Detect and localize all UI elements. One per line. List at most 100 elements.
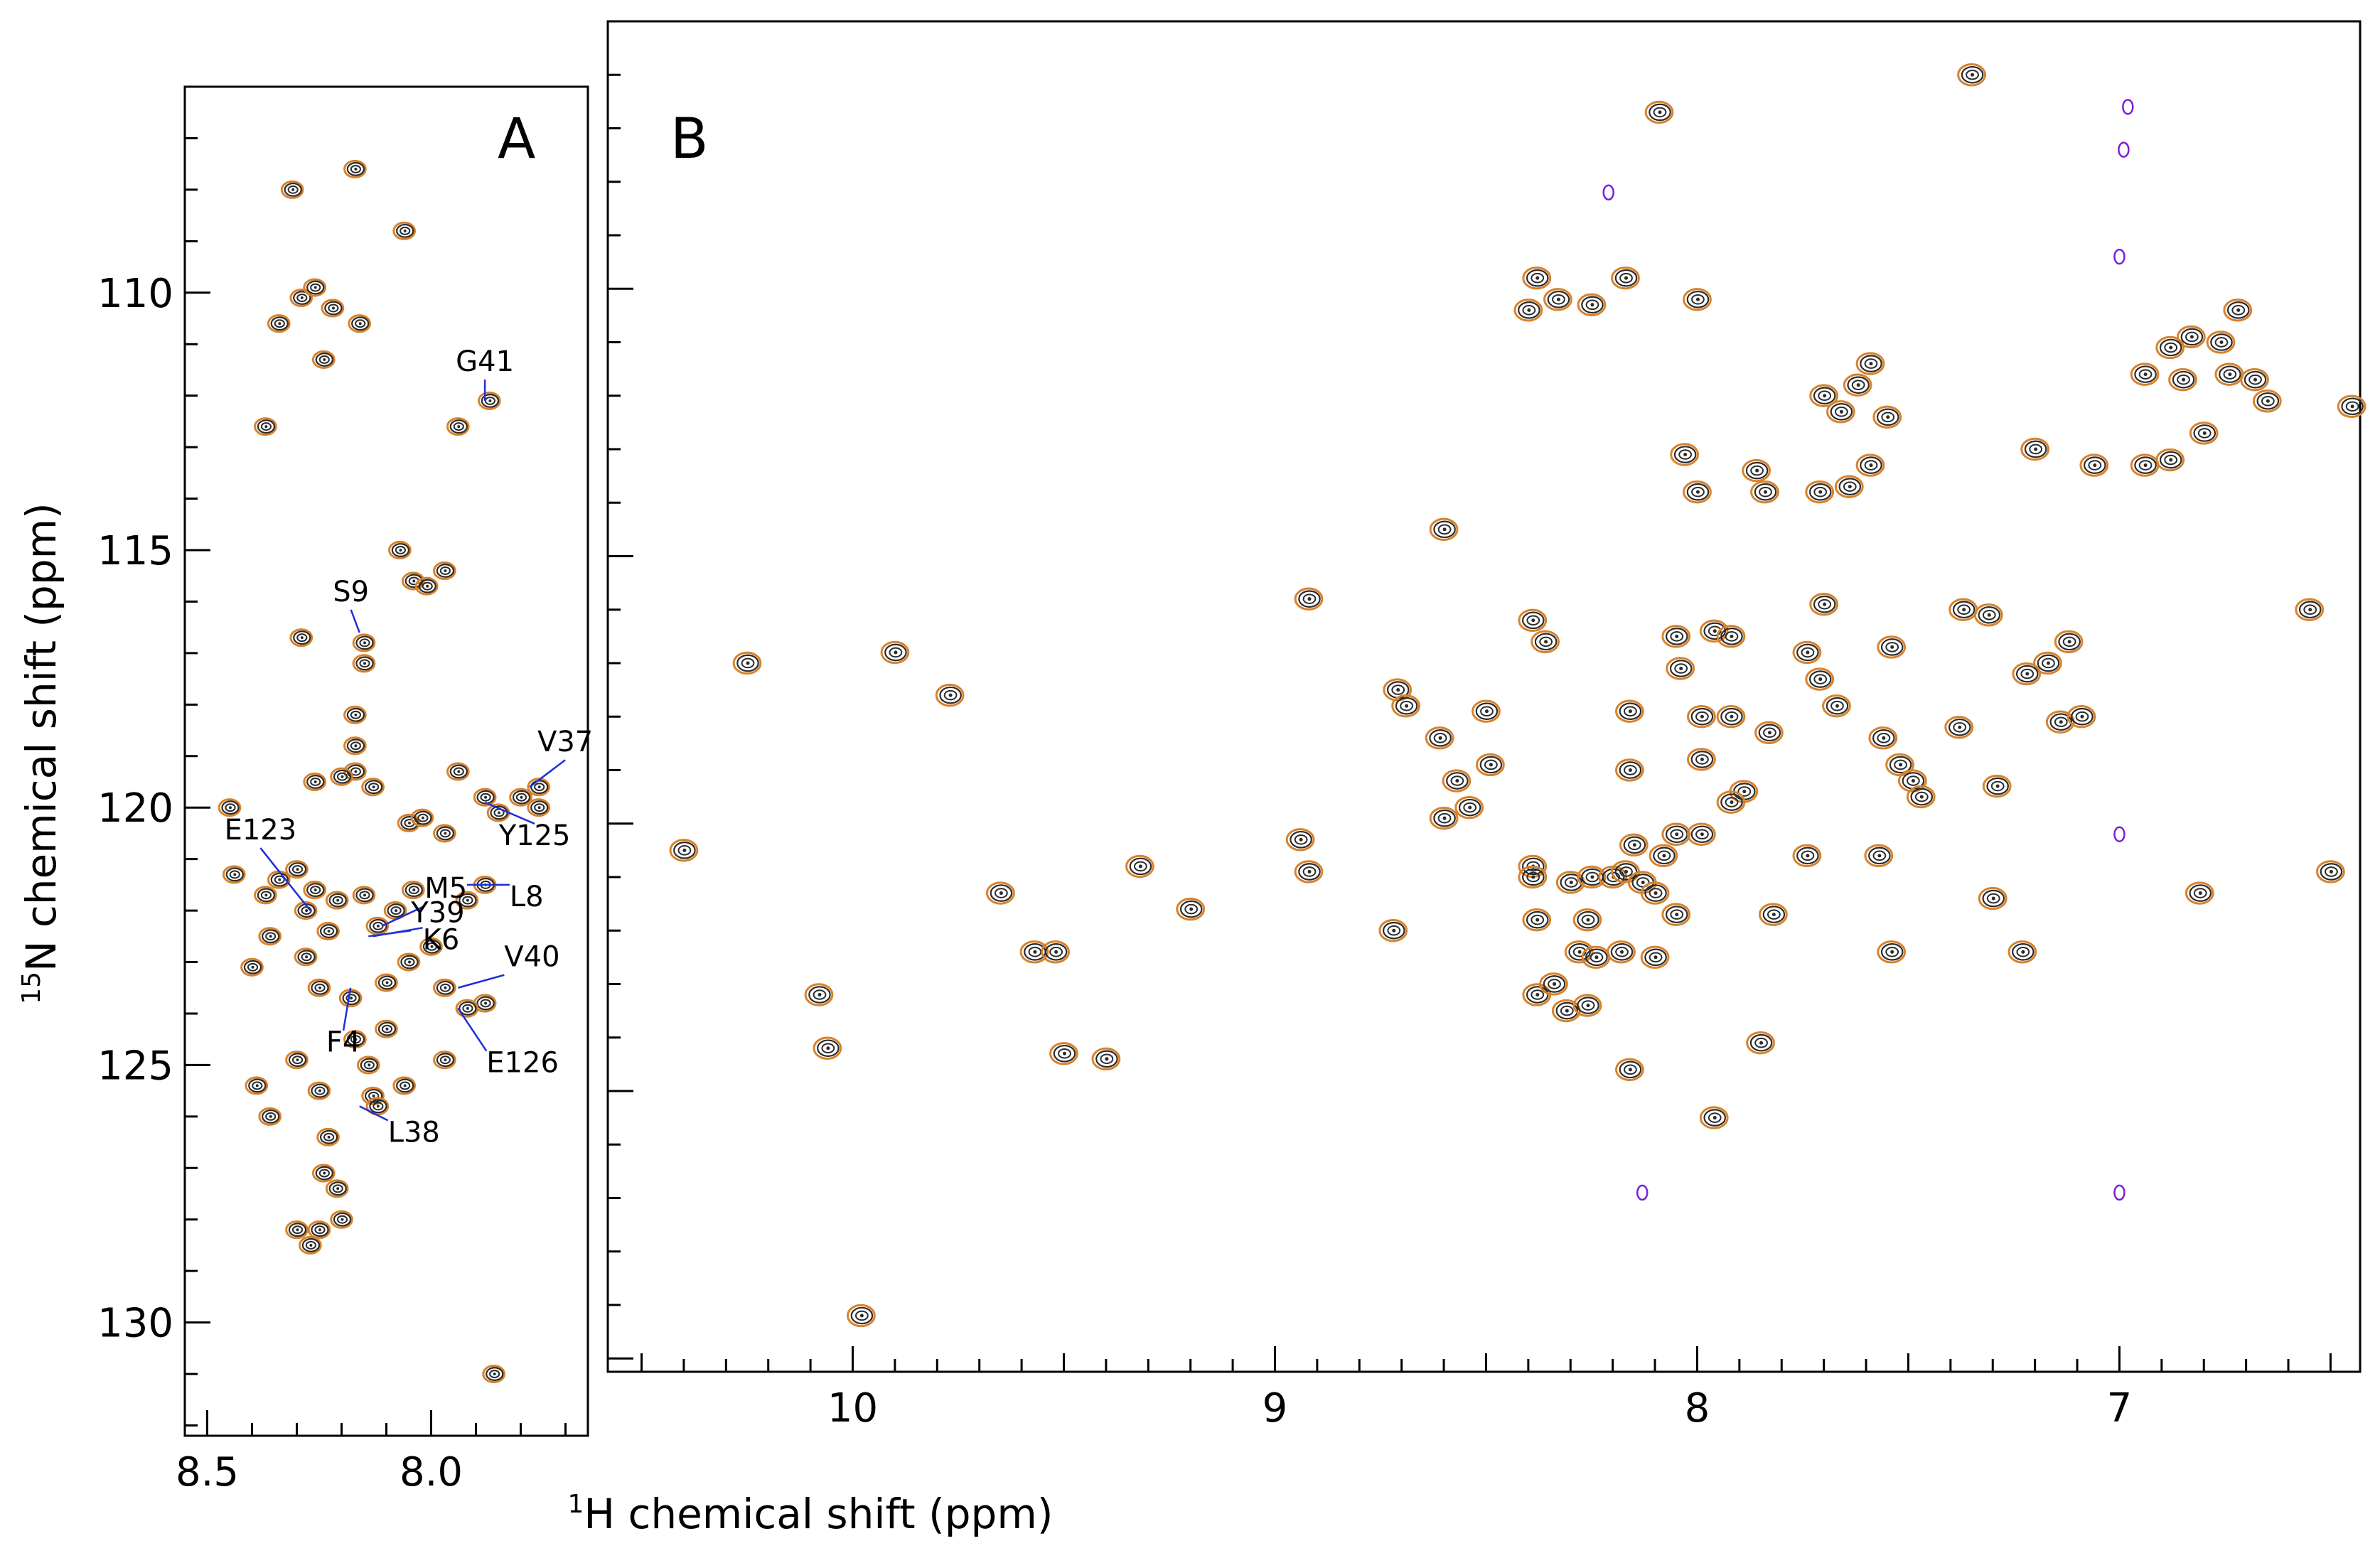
peak-b-106-inner — [1581, 914, 1595, 925]
peak-b-3 — [1543, 288, 1572, 311]
peak-a-5 — [348, 314, 372, 333]
peak-b-128-outer — [846, 1304, 876, 1328]
peak-b-66 — [1716, 705, 1746, 729]
peak-b-54 — [1805, 667, 1835, 691]
peak-b-73-mid — [1948, 718, 1971, 736]
peak-a-7-inner — [296, 294, 308, 302]
peak-b-125 — [1615, 1058, 1644, 1082]
peak-a-24-mid — [257, 888, 276, 903]
peak-b-83-core — [682, 848, 687, 852]
peak-a-19-inner — [350, 710, 361, 719]
peak-a-46-mid — [369, 918, 387, 933]
peak-b-114-inner — [2016, 947, 2030, 957]
peak-b-73 — [1944, 716, 1974, 739]
peak-a-7-outer — [289, 288, 313, 308]
peak-a-60-outer — [433, 1051, 456, 1070]
peak-a-10-outer — [446, 417, 470, 436]
peak-b-113 — [2185, 881, 2214, 905]
peak-b-124 — [1572, 994, 1602, 1017]
peak-b-81 — [1792, 844, 1822, 868]
peak-a-16-inner — [296, 633, 308, 643]
peak-a-58-mid — [476, 996, 495, 1011]
peak-a-14-outer — [433, 561, 456, 581]
peak-b-87-core — [1189, 907, 1194, 911]
peak-b-14-outer — [1805, 480, 1835, 504]
peak-b-73-inner — [1953, 721, 1967, 733]
peak-a-74 — [285, 1220, 309, 1240]
panel-b-label: B — [670, 107, 709, 171]
peak-b-46-inner — [1818, 598, 1832, 610]
peak-b-45-core — [1679, 666, 1683, 671]
peak-a-62 — [343, 1030, 367, 1049]
peak-a-14-inner — [439, 566, 451, 575]
peak-b-85-inner — [1302, 866, 1317, 877]
peak-b-124-core — [1586, 1004, 1590, 1008]
peak-a-6 — [267, 314, 291, 333]
peak-b-122-inner — [1548, 979, 1561, 989]
peak-b-73-outer — [1944, 716, 1974, 739]
peak-b-75-mid — [2049, 713, 2073, 731]
peak-a-21-outer — [343, 762, 367, 781]
peak-a-12-inner — [395, 546, 407, 554]
peak-a-43 — [294, 901, 318, 920]
peak-b-22-inner — [2214, 337, 2229, 348]
peak-a-69-mid — [396, 1078, 414, 1093]
peak-b-110-core — [1653, 955, 1658, 960]
peak-b-28-inner — [2261, 395, 2275, 407]
peak-b-108-core — [1594, 955, 1599, 960]
peak-a-37-inner — [534, 803, 545, 812]
peak-a-28 — [361, 778, 385, 797]
peak-b-84-core — [1299, 837, 1303, 842]
peak-a-26-outer — [303, 772, 327, 792]
peak-b-48-outer — [1973, 603, 2003, 627]
peak-a-49 — [258, 927, 282, 946]
peak-b-123-inner — [1560, 1005, 1574, 1016]
peak-a-17-inner — [359, 638, 370, 648]
peak-a-65 — [285, 1051, 309, 1070]
peak-b-99-mid — [1665, 906, 1688, 923]
peak-a-36-core — [537, 785, 541, 789]
peak-b-101-core — [1632, 843, 1636, 847]
peak-a-38-core — [466, 898, 469, 902]
peak-b-64-core — [1700, 714, 1704, 719]
peak-b-59-mid — [1429, 729, 1452, 747]
peak-b-122-core — [1552, 982, 1557, 986]
peak-b-18-core — [1755, 468, 1759, 473]
peak-a-73-core — [336, 1187, 340, 1191]
peak-b-9 — [1843, 373, 1872, 397]
peak-a-37-outer — [527, 798, 551, 817]
peak-b-5-outer — [1577, 293, 1607, 317]
peak-b-27-mid — [2244, 370, 2267, 389]
peak-a-7 — [289, 288, 313, 308]
peak-b-63-core — [1468, 805, 1472, 810]
peak-a-35-core — [520, 795, 523, 799]
peak-a-56 — [419, 937, 443, 956]
peak-b-90-core — [1054, 950, 1058, 954]
peak-b-17-mid — [1673, 446, 1697, 463]
peak-b-115-mid — [2320, 863, 2343, 881]
peak-b-72-outer — [1906, 785, 1936, 809]
peak-b-24-outer — [2130, 362, 2160, 386]
peak-b-39-outer — [935, 683, 965, 707]
peak-b-98-mid — [1644, 884, 1667, 902]
peak-a-76 — [330, 1210, 353, 1229]
peak-b-35-outer — [1429, 517, 1459, 542]
peak-b-30-core — [2169, 458, 2173, 462]
peak-b-56-inner — [1480, 706, 1494, 716]
peak-b-0-mid — [1961, 65, 1984, 84]
peak-a-17-mid — [355, 635, 374, 650]
peak-b-80 — [1716, 790, 1746, 814]
peak-b-0-core — [1971, 72, 1975, 77]
peak-b-44-core — [1730, 634, 1734, 638]
peak-b-16-inner — [1691, 486, 1705, 498]
peak-a-77 — [299, 1235, 322, 1255]
peak-b-8-inner — [1864, 358, 1878, 369]
peak-a-68-core — [372, 1094, 375, 1097]
peak-a-69-outer — [392, 1076, 417, 1095]
peak-a-8-inner — [328, 303, 339, 313]
peak-b-5-core — [1590, 303, 1594, 307]
peak-a-42-inner — [332, 896, 343, 905]
peak-a-8 — [321, 299, 345, 318]
peak-b-11 — [1809, 384, 1839, 407]
peak-a-41-mid — [306, 883, 325, 898]
